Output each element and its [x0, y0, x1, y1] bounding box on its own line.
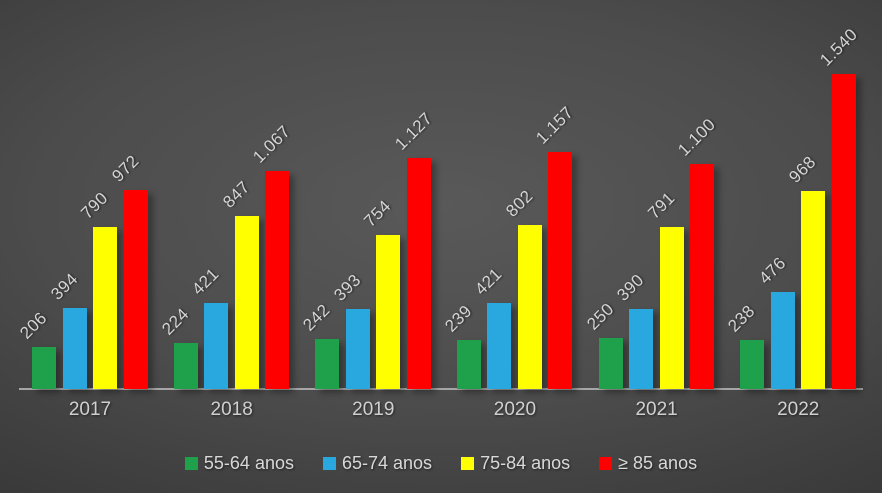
- bar-value-label-65-74-anos-2021: 390: [613, 270, 648, 305]
- bar-65-74-anos-2017[interactable]: [62, 308, 87, 389]
- x-axis-line: [19, 388, 863, 390]
- bar-85-anos-2017[interactable]: [123, 190, 148, 389]
- bar-value-label-55-64-anos-2022: 238: [724, 301, 759, 336]
- bar-value-label-85-anos-2018: 1.067: [249, 121, 295, 167]
- bar-55-64-anos-2019[interactable]: [315, 339, 340, 389]
- bar-value-label-65-74-anos-2020: 421: [471, 264, 507, 299]
- bar-value-label-65-74-anos-2017: 394: [46, 269, 82, 304]
- legend-label-65-74-anos: 65-74 anos: [341, 453, 433, 473]
- legend-item-65-74-anos[interactable]: 65-74 anos: [322, 453, 433, 474]
- bar-value-label-85-anos-2019: 1.127: [391, 108, 437, 154]
- legend-swatch-55-64-anos: [184, 457, 198, 470]
- bar-75-84-anos-2017[interactable]: [93, 227, 117, 389]
- bar-value-label-85-anos-2017: 972: [107, 151, 143, 186]
- bar-value-label-75-84-anos-2022: 968: [785, 152, 820, 187]
- bar-75-84-anos-2021[interactable]: [659, 227, 684, 389]
- legend-item-55-64-anos[interactable]: 55-64 anos: [184, 453, 294, 474]
- bar-value-label-75-84-anos-2017: 790: [77, 188, 112, 223]
- legend-swatch-75-84-anos: [461, 457, 475, 470]
- bar-value-label-65-74-anos-2022: 476: [755, 253, 790, 288]
- bar-75-84-anos-2018[interactable]: [234, 216, 259, 389]
- legend-item-85-anos[interactable]: ≥ 85 anos: [599, 453, 697, 474]
- legend-swatch-65-74-anos: [322, 457, 336, 470]
- bar-value-label-75-84-anos-2018: 847: [218, 177, 254, 212]
- bar-value-label-75-84-anos-2020: 802: [502, 186, 537, 221]
- bar-85-anos-2020[interactable]: [548, 152, 573, 389]
- bar-75-84-anos-2022[interactable]: [801, 191, 826, 389]
- bar-group-2020: 239 421 802 1.157: [441, 0, 578, 389]
- bar-65-74-anos-2022[interactable]: [770, 292, 795, 389]
- legend-label-55-64-anos: 55-64 anos: [203, 453, 294, 473]
- plot-area: 206 394 790 972 224 421 847 1.067 242 393 754 1.127…: [16, 0, 863, 390]
- x-axis-label-2018: 2018: [210, 399, 253, 420]
- bar-group-2022: 238 476 968 1.540: [725, 0, 861, 389]
- bar-value-label-55-64-anos-2017: 206: [16, 308, 51, 343]
- bar-55-64-anos-2020[interactable]: [456, 340, 481, 389]
- legend: 55-64 anos 65-74 anos 75-84 anos ≥ 85 anos: [0, 453, 882, 474]
- bar-group-2019: 242 393 754 1.127: [300, 0, 436, 389]
- bar-value-label-55-64-anos-2019: 242: [299, 300, 334, 335]
- bar-value-label-55-64-anos-2021: 250: [582, 299, 618, 334]
- x-axis-label-2017: 2017: [68, 399, 112, 420]
- bar-85-anos-2018[interactable]: [265, 171, 290, 389]
- x-axis: 2017 2018 2019 2020 2021 2022: [0, 399, 882, 427]
- bar-value-label-55-64-anos-2020: 239: [441, 301, 476, 336]
- bar-55-64-anos-2021[interactable]: [598, 338, 623, 389]
- bar-value-label-85-anos-2022: 1.540: [816, 24, 861, 70]
- legend-label-85-anos: ≥ 85 anos: [618, 453, 698, 473]
- bar-85-anos-2021[interactable]: [690, 164, 715, 389]
- bar-55-64-anos-2017[interactable]: [32, 347, 56, 389]
- x-axis-label-2020: 2020: [493, 399, 537, 420]
- bar-value-label-65-74-anos-2019: 393: [330, 270, 365, 305]
- bar-55-64-anos-2018[interactable]: [173, 343, 198, 389]
- x-axis-label-2021: 2021: [635, 399, 678, 420]
- bar-65-74-anos-2020[interactable]: [487, 303, 512, 389]
- bar-65-74-anos-2021[interactable]: [629, 309, 654, 389]
- bar-group-2021: 250 390 791 1.100: [583, 0, 719, 389]
- bar-value-label-75-84-anos-2019: 754: [360, 196, 395, 231]
- legend-item-75-84-anos[interactable]: 75-84 anos: [461, 453, 570, 474]
- x-axis-label-2022: 2022: [777, 399, 820, 420]
- bar-85-anos-2019[interactable]: [406, 158, 431, 389]
- bar-75-84-anos-2020[interactable]: [517, 225, 542, 389]
- legend-swatch-85-anos: [599, 457, 613, 470]
- bar-value-label-55-64-anos-2018: 224: [157, 304, 193, 339]
- bar-group-2018: 224 421 847 1.067: [158, 0, 294, 389]
- bar-group-2017: 206 394 790 972: [16, 0, 148, 389]
- bar-value-label-85-anos-2021: 1.100: [674, 114, 720, 160]
- bar-85-anos-2022[interactable]: [831, 74, 856, 389]
- bar-75-84-anos-2019[interactable]: [376, 235, 401, 389]
- bar-value-label-85-anos-2020: 1.157: [532, 102, 578, 148]
- legend-label-75-84-anos: 75-84 anos: [480, 453, 571, 473]
- bar-55-64-anos-2022[interactable]: [740, 340, 765, 389]
- bar-65-74-anos-2018[interactable]: [204, 303, 229, 389]
- bar-value-label-75-84-anos-2021: 791: [643, 188, 679, 223]
- x-axis-label-2019: 2019: [352, 399, 395, 420]
- bar-65-74-anos-2019[interactable]: [345, 309, 370, 389]
- bar-value-label-65-74-anos-2018: 421: [188, 264, 223, 299]
